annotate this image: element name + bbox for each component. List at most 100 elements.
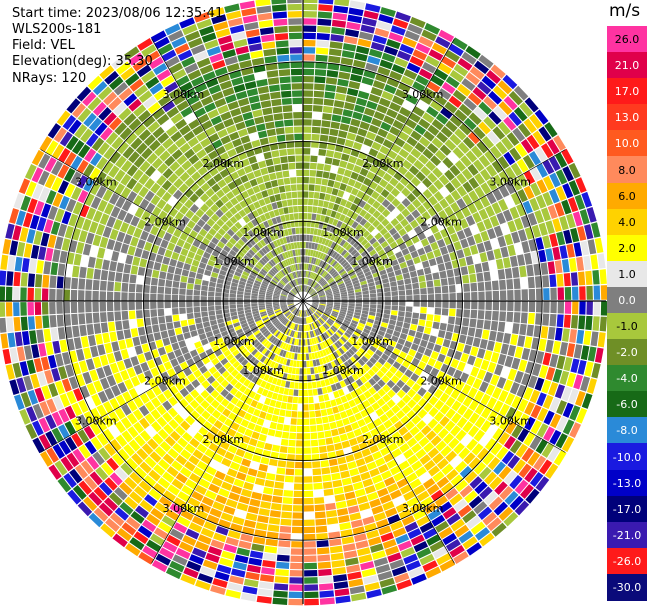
range-gate-cell xyxy=(322,105,333,114)
range-gate-cell xyxy=(159,271,167,280)
range-gate-cell xyxy=(435,293,442,301)
range-gate-cell xyxy=(153,262,162,271)
range-gate-cell xyxy=(169,430,181,442)
range-gate-cell xyxy=(157,162,169,174)
range-gate-cell xyxy=(355,297,363,301)
range-gate-cell xyxy=(433,202,443,213)
range-gate-cell xyxy=(468,112,482,126)
range-gate-cell xyxy=(194,278,202,285)
range-gate-cell xyxy=(214,571,230,582)
range-gate-cell xyxy=(247,373,255,381)
range-gate-cell xyxy=(366,245,374,253)
range-gate-cell xyxy=(234,221,243,230)
range-gate-cell xyxy=(281,511,292,519)
range-gate-cell xyxy=(323,231,330,239)
range-gate-cell xyxy=(419,253,428,262)
range-gate-cell xyxy=(310,306,317,311)
range-gate-cell xyxy=(258,296,265,299)
range-gate-cell xyxy=(170,374,180,385)
range-gate-cell xyxy=(257,160,267,169)
range-gate-cell xyxy=(238,540,252,550)
range-gate-cell xyxy=(268,312,275,317)
range-gate-cell xyxy=(432,452,444,465)
range-gate-cell xyxy=(422,333,430,342)
range-gate-cell xyxy=(248,438,258,447)
range-gate-cell xyxy=(330,313,338,318)
range-gate-cell xyxy=(279,280,286,286)
range-gate-cell xyxy=(457,504,472,518)
range-gate-cell xyxy=(390,25,406,36)
range-gate-cell xyxy=(150,533,165,546)
range-gate-cell xyxy=(559,215,569,231)
range-gate-cell xyxy=(311,303,319,307)
range-gate-cell xyxy=(428,406,439,418)
range-gate-cell xyxy=(243,298,251,301)
range-gate-cell xyxy=(269,384,276,392)
range-gate-cell xyxy=(226,63,240,73)
range-gate-cell xyxy=(368,386,377,396)
range-gate-cell xyxy=(228,492,240,502)
range-gate-cell xyxy=(14,331,23,347)
range-gate-cell xyxy=(497,235,507,248)
range-gate-cell xyxy=(430,435,442,447)
range-gate-cell xyxy=(215,292,222,297)
range-gate-cell xyxy=(201,496,214,507)
range-gate-cell xyxy=(272,338,279,345)
range-gate-cell xyxy=(145,50,161,64)
range-gate-cell xyxy=(39,136,53,152)
range-gate-cell xyxy=(207,546,223,557)
range-gate-cell xyxy=(368,93,381,104)
range-gate-cell xyxy=(477,348,486,359)
field-label: Field: VEL xyxy=(12,38,75,53)
range-gate-cell xyxy=(337,78,349,87)
range-gate-cell xyxy=(365,321,373,328)
range-gate-cell xyxy=(364,485,376,495)
range-gate-cell xyxy=(395,437,406,447)
ring-label: 2.00km xyxy=(420,215,462,228)
range-gate-cell xyxy=(255,225,262,233)
range-gate-cell xyxy=(363,301,370,305)
range-gate-cell xyxy=(226,253,235,261)
range-gate-cell xyxy=(396,399,407,409)
range-gate-cell xyxy=(177,491,190,503)
range-gate-cell xyxy=(396,478,409,489)
range-gate-cell xyxy=(137,109,151,123)
range-gate-cell xyxy=(308,403,315,411)
range-gate-cell xyxy=(420,165,431,177)
range-gate-cell xyxy=(463,98,477,111)
range-gate-cell xyxy=(403,69,418,80)
range-gate-cell xyxy=(367,396,376,405)
range-gate-cell xyxy=(162,203,173,214)
range-gate-cell xyxy=(230,107,242,117)
range-gate-cell xyxy=(422,200,433,211)
range-gate-cell xyxy=(169,258,178,267)
range-gate-cell xyxy=(243,387,252,396)
range-gate-cell xyxy=(93,323,102,334)
range-gate-cell xyxy=(276,134,286,142)
range-gate-cell xyxy=(343,402,351,410)
range-gate-cell xyxy=(476,140,489,154)
range-gate-cell xyxy=(343,484,354,493)
range-gate-cell xyxy=(280,156,288,164)
range-gate-cell xyxy=(311,304,318,309)
range-gate-cell xyxy=(438,209,448,220)
range-gate-cell xyxy=(446,366,456,377)
range-gate-cell xyxy=(293,126,303,133)
range-gate-cell xyxy=(217,228,226,236)
range-gate-cell xyxy=(125,457,139,471)
range-gate-cell xyxy=(298,310,301,317)
range-gate-cell xyxy=(314,312,321,318)
range-gate-cell xyxy=(113,219,123,231)
range-gate-cell xyxy=(200,256,209,264)
range-gate-cell xyxy=(68,213,79,227)
range-gate-cell xyxy=(500,343,509,355)
range-gate-cell xyxy=(102,189,114,202)
range-gate-cell xyxy=(400,547,416,558)
range-gate-cell xyxy=(312,302,319,305)
range-gate-cell xyxy=(498,465,512,480)
range-gate-cell xyxy=(309,289,315,295)
range-gate-cell xyxy=(333,235,340,243)
range-gate-cell xyxy=(331,260,338,267)
range-gate-cell xyxy=(454,460,468,473)
range-gate-cell xyxy=(13,302,20,317)
